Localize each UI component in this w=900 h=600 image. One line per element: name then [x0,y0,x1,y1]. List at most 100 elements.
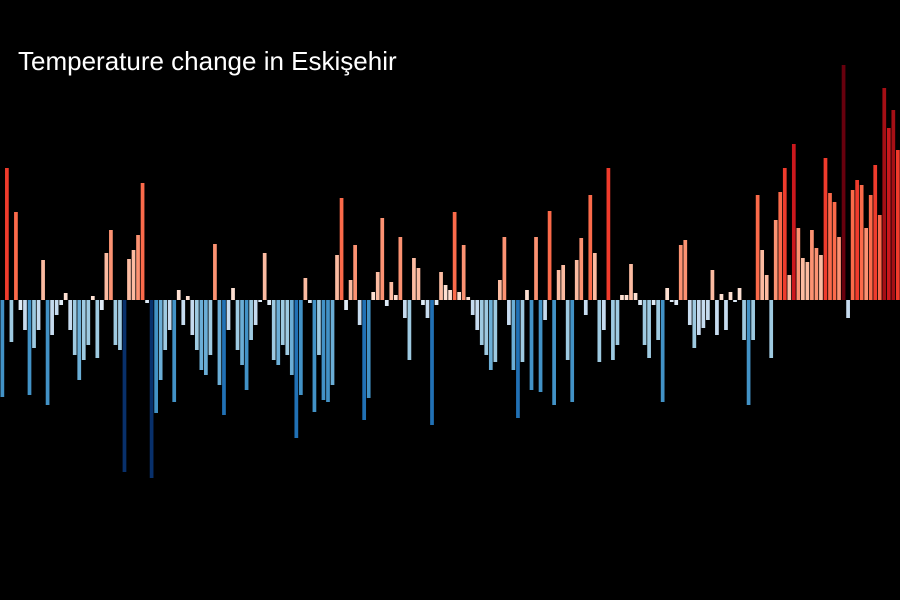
bar [308,300,312,303]
bar [154,300,158,413]
bar [72,300,77,355]
bar [172,300,177,402]
bar [583,300,588,315]
bar [380,218,385,300]
bar [335,255,339,300]
bar [782,168,787,300]
bar [846,300,850,318]
bar [258,300,263,302]
bar [439,272,443,300]
chart-title: Temperature change in Eskişehir [18,46,397,76]
bar [167,300,172,330]
bar [882,88,887,300]
bar [421,300,425,305]
bar [534,237,538,300]
bar [235,300,240,350]
bar [190,300,195,335]
bar [733,300,737,302]
bar [819,255,823,300]
bar [647,300,651,358]
bar [710,270,715,300]
bar [895,150,900,300]
bar [488,300,493,370]
bar [859,185,864,300]
bar [393,295,398,300]
bar [366,300,371,398]
bar [516,300,520,418]
bar [525,290,529,300]
bar [706,300,710,320]
bar [412,258,416,300]
bar [606,168,611,300]
bar [891,110,896,300]
bar [497,280,502,300]
bar [362,300,367,420]
bar [226,300,231,330]
bar [36,300,41,330]
bar [457,292,462,300]
bar [63,293,68,300]
bar [479,300,484,345]
bar [552,300,556,405]
bar [651,300,656,305]
bar [565,300,570,360]
bar [99,300,104,310]
bar [389,282,394,300]
bar [127,259,131,300]
bar [109,230,113,300]
bar [303,278,308,300]
bar [326,300,330,402]
bar [344,300,348,310]
bar [208,300,213,355]
bar [185,296,190,300]
bar [751,300,755,340]
bar [579,238,584,300]
bar [886,128,891,300]
bar [9,300,14,342]
bar [660,300,665,402]
bar [543,300,547,320]
bar [289,300,294,375]
bar [638,300,642,305]
bar [145,300,149,303]
bar [746,300,751,405]
bar [850,190,855,300]
bar [357,300,362,325]
bar [475,300,480,330]
bar [434,300,439,305]
bar [27,300,32,395]
bar [5,168,9,300]
bar [54,300,59,315]
bar [669,300,674,302]
bar [140,183,145,300]
bar [502,237,507,300]
bar [737,288,742,300]
bar [41,260,45,300]
bar [213,244,217,300]
bar [384,300,389,306]
bar [615,300,620,345]
bar [312,300,317,412]
bar [801,258,805,300]
bar [199,300,204,370]
bar [45,300,50,405]
bar [484,300,489,355]
bar [823,158,828,300]
bar [561,265,566,300]
bar [375,272,380,300]
bar [298,300,303,395]
bar [443,285,448,300]
bar [194,300,199,350]
bar [715,300,719,335]
bar [95,300,100,358]
bar [520,300,525,362]
bar [814,248,819,300]
bar [877,215,882,300]
bar [317,300,321,355]
bar [18,300,23,310]
bar [86,300,91,345]
bar [136,235,140,300]
bar [656,300,661,340]
bar [90,296,95,300]
bar [448,290,452,300]
